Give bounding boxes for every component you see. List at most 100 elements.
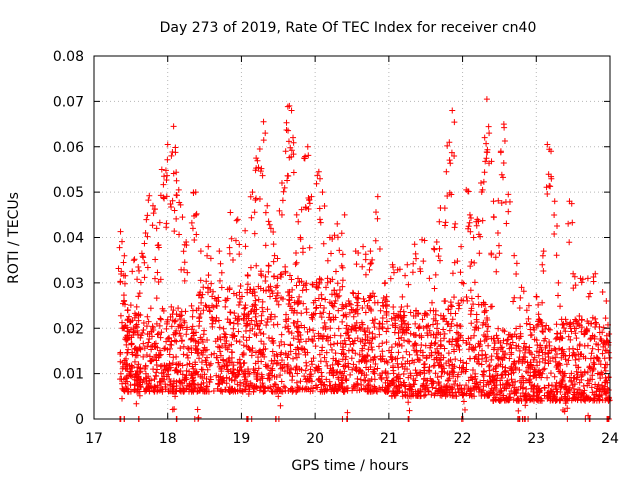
data-point	[430, 315, 437, 322]
data-point	[236, 251, 243, 258]
data-point	[516, 335, 523, 342]
data-point	[354, 310, 361, 317]
data-point	[157, 276, 164, 283]
data-point	[245, 391, 252, 398]
data-point	[499, 363, 506, 370]
data-point	[493, 268, 500, 275]
data-point	[417, 265, 424, 272]
data-point	[557, 362, 564, 369]
data-point	[481, 308, 488, 315]
data-point	[145, 373, 152, 380]
data-point	[151, 206, 158, 213]
data-point	[219, 363, 226, 370]
data-point	[265, 268, 272, 275]
data-point	[505, 191, 512, 198]
data-point	[511, 294, 518, 301]
data-point	[306, 200, 313, 207]
data-point	[366, 377, 373, 384]
data-point	[328, 346, 335, 353]
data-point	[146, 192, 153, 199]
data-point	[352, 294, 359, 301]
data-point	[376, 245, 383, 252]
data-point	[358, 357, 365, 364]
data-point	[284, 354, 291, 361]
data-point	[435, 253, 442, 260]
data-point	[390, 269, 397, 276]
data-point	[470, 234, 477, 241]
data-point	[453, 342, 460, 349]
data-point	[458, 243, 465, 250]
data-point	[384, 359, 391, 366]
data-point	[444, 377, 451, 384]
data-point	[425, 367, 432, 374]
data-point	[460, 337, 467, 344]
data-point	[552, 383, 559, 390]
data-point	[518, 379, 525, 386]
data-point	[491, 344, 498, 351]
data-point	[567, 336, 574, 343]
data-point	[120, 363, 127, 370]
data-point	[270, 229, 277, 236]
data-point	[146, 335, 153, 342]
data-point	[190, 365, 197, 372]
data-point	[530, 324, 537, 331]
data-point	[475, 293, 482, 300]
data-point	[593, 397, 600, 404]
data-point	[574, 346, 581, 353]
data-point	[302, 351, 309, 358]
data-point	[335, 325, 342, 332]
data-point	[132, 376, 139, 383]
data-point	[443, 360, 450, 367]
data-point	[463, 390, 470, 397]
data-point	[181, 259, 188, 266]
data-point	[247, 264, 254, 271]
data-point	[163, 373, 170, 380]
data-point	[348, 326, 355, 333]
data-point	[286, 297, 293, 304]
data-point	[499, 344, 506, 351]
data-point	[477, 233, 484, 240]
data-point	[227, 309, 234, 316]
data-point	[277, 402, 284, 409]
data-point	[485, 123, 492, 130]
data-point	[262, 361, 269, 368]
data-point	[129, 268, 136, 275]
data-point	[173, 311, 180, 318]
data-point	[330, 371, 337, 378]
data-point	[278, 338, 285, 345]
data-point	[309, 338, 316, 345]
data-point	[262, 388, 269, 395]
data-point	[547, 183, 554, 190]
data-point	[590, 366, 597, 373]
data-point	[278, 388, 285, 395]
data-point	[444, 142, 451, 149]
data-point	[350, 361, 357, 368]
data-point	[585, 412, 592, 419]
data-point	[523, 320, 530, 327]
data-point	[194, 382, 201, 389]
data-point	[312, 305, 319, 312]
data-point	[490, 397, 497, 404]
data-point	[527, 379, 534, 386]
data-point	[588, 335, 595, 342]
data-point	[294, 275, 301, 282]
data-point	[590, 359, 597, 366]
data-point	[570, 385, 577, 392]
data-point	[555, 292, 562, 299]
data-point	[397, 313, 404, 320]
data-point	[551, 345, 558, 352]
data-point	[293, 259, 300, 266]
data-point	[145, 339, 152, 346]
data-point	[441, 345, 448, 352]
data-point	[407, 393, 414, 400]
data-point	[388, 349, 395, 356]
data-point	[218, 269, 225, 276]
data-point	[253, 155, 260, 162]
data-point	[190, 377, 197, 384]
data-point	[179, 371, 186, 378]
data-point	[275, 393, 282, 400]
data-point	[479, 321, 486, 328]
data-point	[468, 391, 475, 398]
data-point	[362, 251, 369, 258]
data-point	[154, 269, 161, 276]
